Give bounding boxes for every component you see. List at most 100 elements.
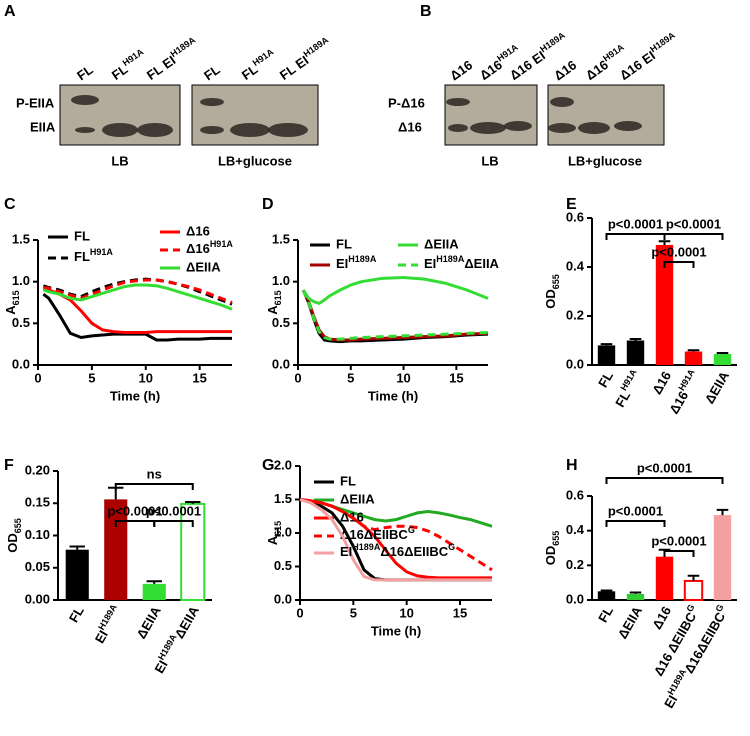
x-tick-label: FL — [66, 604, 87, 625]
y-tick-label: 0.10 — [25, 527, 50, 542]
legend-label-part: G — [448, 542, 455, 552]
blot-band — [200, 98, 224, 106]
x-tick-label: FL — [595, 369, 616, 390]
condition-label: LB+glucose — [568, 153, 642, 168]
y-tick-label: 0.0 — [566, 591, 584, 606]
x-tick-label: 5 — [347, 370, 354, 385]
y-tick-label: 0.0 — [274, 591, 292, 606]
line-series — [299, 498, 492, 582]
line-series — [43, 278, 233, 304]
lane-label: FLH91A — [238, 47, 280, 84]
legend-label: EIH189A — [336, 254, 377, 271]
blot-band — [200, 126, 224, 134]
significance-label: p<0.0001 — [651, 244, 706, 259]
significance-bracket — [663, 261, 695, 268]
lane-label: FL — [201, 62, 223, 83]
x-tick-label: 15 — [192, 370, 206, 385]
y-axis-label: OD655 — [543, 274, 561, 309]
y-tick-label: 1.0 — [272, 273, 290, 288]
blot-band — [504, 121, 532, 131]
x-tick-label: 15 — [453, 605, 467, 620]
line-series — [299, 498, 493, 572]
y-tick-label: 0.0 — [566, 356, 584, 371]
significance-bracket — [663, 233, 724, 240]
x-tick-label: 10 — [396, 370, 410, 385]
legend-label-part: H189A — [436, 254, 465, 264]
y-tick-label: 0.5 — [12, 315, 30, 330]
lane-label-part: H91A — [121, 47, 146, 69]
significance-label: p<0.0001 — [637, 460, 692, 475]
blot — [444, 84, 538, 146]
error-bar — [146, 580, 162, 584]
row-label: P-Δ16 — [388, 95, 425, 110]
y-axis-label-part: 615 — [273, 290, 283, 305]
legend-label: ΔEIIA — [340, 491, 375, 506]
line-series — [42, 292, 232, 342]
blot-band — [268, 123, 308, 137]
y-axis-label-part: 655 — [13, 518, 23, 533]
legend-label: EIH189AΔEIIA — [424, 254, 500, 271]
blot — [547, 84, 665, 146]
lane-label-part: H91A — [601, 42, 626, 64]
significance-label: ns — [147, 466, 162, 481]
blot-band — [446, 98, 470, 106]
x-tick-label-part: H91A — [619, 367, 639, 392]
bar — [655, 556, 674, 600]
significance-label: p<0.0001 — [107, 503, 162, 518]
blot-band — [230, 123, 270, 137]
legend-label-part: Δ16ΔEIIBC — [340, 527, 408, 542]
x-tick-label-part: G — [714, 603, 726, 614]
x-axis-label: Time (h) — [371, 623, 421, 638]
significance-bracket — [605, 477, 724, 484]
y-tick-label: 2.0 — [274, 457, 292, 472]
y-tick-label: 0.0 — [12, 356, 30, 371]
lane-label: FLH91A — [108, 47, 150, 84]
legend-label-part: H91A — [210, 239, 234, 249]
legend-label: Δ16ΔEIIBCG — [340, 525, 415, 542]
legend-label-part: Δ16ΔEIIBC — [380, 544, 448, 559]
y-axis-label-part: OD — [5, 533, 20, 553]
bar — [626, 593, 645, 600]
lane-label-part: H91A — [251, 47, 276, 69]
y-axis-label: OD655 — [5, 518, 23, 553]
lane-label: Δ16 EIH189A — [616, 30, 682, 83]
legend-label: FL — [340, 473, 356, 488]
x-tick-label: 5 — [350, 605, 357, 620]
lane-label: FL EIH189A — [143, 35, 202, 83]
blot-band — [137, 123, 173, 137]
y-tick-label: 0.6 — [566, 209, 584, 224]
bar — [142, 583, 166, 600]
y-tick-label: 0.5 — [274, 558, 292, 573]
y-tick-label: 1.5 — [272, 231, 290, 246]
y-axis-label-part: 615 — [11, 290, 21, 305]
lane-label: Δ16 — [551, 57, 579, 83]
x-tick-label: Δ16 — [649, 604, 674, 632]
y-axis-label-part: 615 — [273, 521, 283, 536]
error-bar — [600, 589, 613, 592]
line-series — [42, 283, 233, 311]
error-bar — [629, 591, 642, 594]
bar — [597, 345, 616, 365]
y-axis-label: A615 — [265, 521, 283, 545]
blot-band — [578, 122, 610, 134]
significance-label: p<0.0001 — [608, 503, 663, 518]
y-tick-label: 0.2 — [566, 307, 584, 322]
bar — [713, 353, 732, 365]
legend-label-part: ΔEIIA — [464, 256, 499, 271]
x-tick-label: FLH91A — [611, 367, 645, 410]
x-tick-label: EIH189A — [90, 602, 125, 646]
x-tick-label: ΔEIIA — [702, 368, 733, 406]
bar — [684, 351, 703, 365]
lane-label: FL — [74, 62, 96, 83]
error-bar — [687, 574, 700, 581]
panel-letter: D — [262, 196, 274, 213]
row-label: P-EIIA — [16, 95, 55, 110]
x-tick-label-part: FL — [613, 389, 634, 410]
bar — [713, 515, 732, 600]
error-bar — [185, 500, 201, 504]
condition-label: LB+glucose — [218, 153, 292, 168]
y-tick-label: 1.0 — [12, 273, 30, 288]
panel-letter: B — [420, 3, 432, 20]
condition-label: LB — [111, 153, 128, 168]
